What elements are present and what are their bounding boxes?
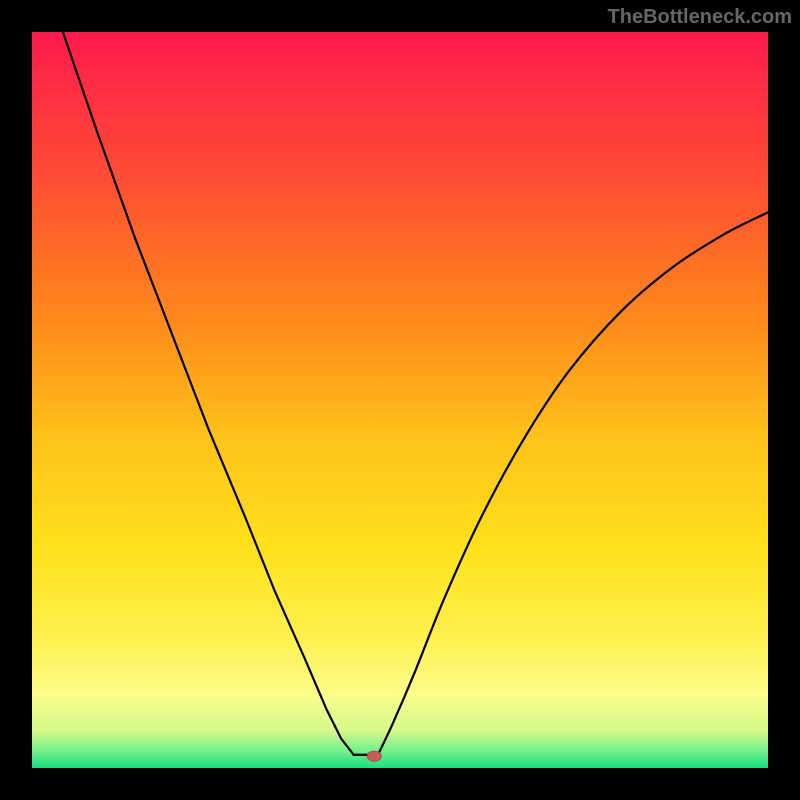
minimum-marker <box>367 751 381 761</box>
chart-container: TheBottleneck.com <box>0 0 800 800</box>
curve-right-branch <box>378 212 768 754</box>
watermark-text: TheBottleneck.com <box>608 6 792 29</box>
chart-svg <box>32 32 768 768</box>
plot-area <box>32 32 768 768</box>
curve-left-branch <box>63 32 354 755</box>
